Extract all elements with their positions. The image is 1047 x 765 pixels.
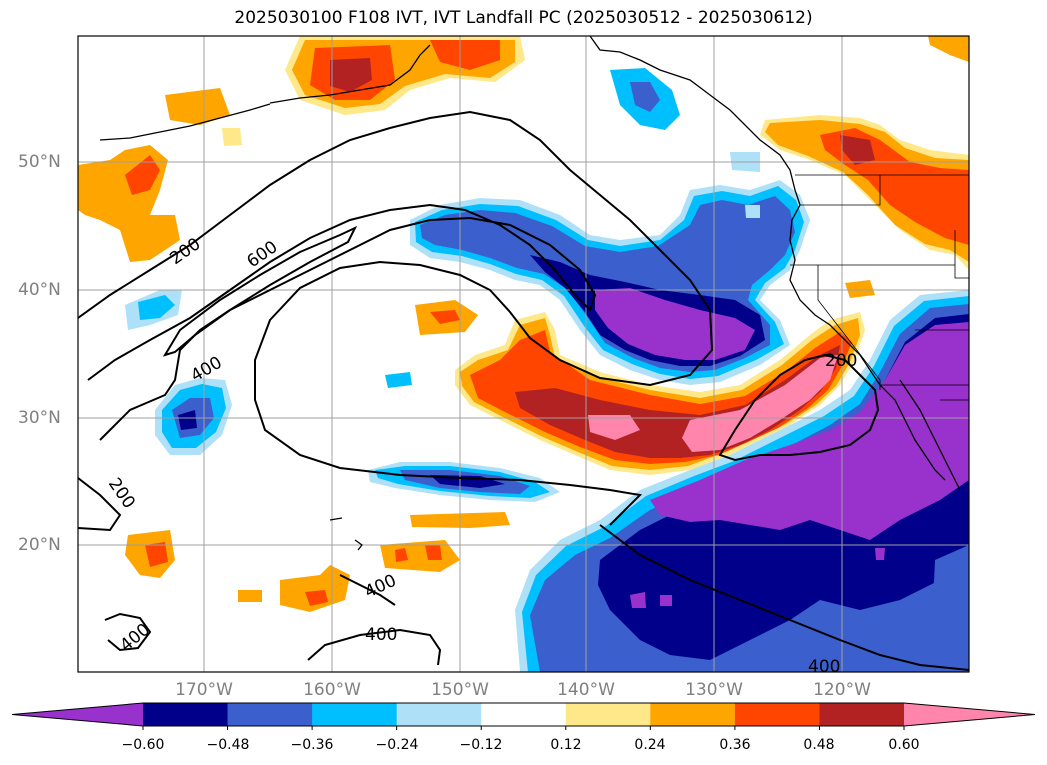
colorbar-extend-low [12, 703, 143, 726]
latitude-label: 50°N [18, 152, 61, 172]
colorbar-tick: 0.24 [634, 737, 666, 753]
colorbar-tick: −0.60 [121, 737, 165, 753]
contour-label: 400 [365, 625, 397, 645]
map-title: 2025030100 F108 IVT, IVT Landfall PC (20… [234, 8, 813, 28]
longitude-label: 130°W [685, 680, 743, 700]
coastlines [99, 36, 961, 551]
colorbar-tick: −0.24 [375, 737, 419, 753]
state-borders [790, 174, 969, 401]
colorbar-segment [650, 703, 736, 726]
latitude-label: 40°N [18, 280, 61, 300]
map-frame [77, 35, 970, 673]
longitude-label: 150°W [431, 680, 489, 700]
colorbar-segment [227, 703, 313, 726]
ivt-contour-lines [78, 110, 969, 671]
colorbar-segment [734, 703, 820, 726]
latitude-label: 30°N [18, 408, 61, 428]
colorbar-tick: 0.48 [803, 737, 835, 753]
gridlines [78, 36, 969, 672]
contour-label: 200 [825, 351, 857, 371]
colorbar-extend-high [904, 703, 1035, 726]
positive-ivt-areas [78, 36, 969, 672]
colorbar-segment [312, 703, 398, 726]
colorbar-segment [481, 703, 567, 726]
colorbar-tick: −0.48 [206, 737, 250, 753]
colorbar-tick: −0.36 [290, 737, 334, 753]
longitude-label: 160°W [303, 680, 361, 700]
colorbar-segment [819, 703, 905, 726]
colorbar-tick: 0.36 [719, 737, 751, 753]
contour-label: 400 [808, 657, 840, 677]
longitude-label: 140°W [557, 680, 615, 700]
latitude-label: 20°N [18, 535, 61, 555]
colorbar-segment [565, 703, 651, 726]
colorbar-segment [396, 703, 482, 726]
longitude-label: 120°W [813, 680, 871, 700]
colorbar-tick: 0.12 [550, 737, 582, 753]
colorbar [11, 702, 1036, 730]
colorbar-segment [143, 703, 229, 726]
longitude-label: 170°W [175, 680, 233, 700]
colorbar-tick: 0.60 [888, 737, 920, 753]
colorbar-tick: −0.12 [459, 737, 503, 753]
